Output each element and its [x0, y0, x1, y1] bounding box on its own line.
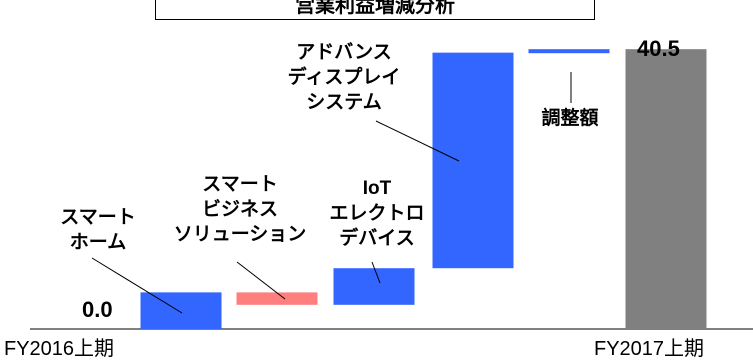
- bar-step-3: [333, 268, 415, 305]
- category-label-line: ソリューション: [173, 224, 307, 245]
- bar-step-6: [625, 49, 707, 329]
- category-label-line: エレクトロ: [329, 203, 425, 224]
- bar-step-4: [432, 52, 514, 269]
- leader-line-step-3: [371, 261, 381, 284]
- category-label-line: IoT: [362, 178, 392, 199]
- leader-line-step-4: [375, 120, 460, 162]
- chart-title: 営業利益増減分析: [155, 0, 595, 20]
- category-label-step-4: アドバンスディスプレイ システム: [274, 40, 414, 115]
- end-value-label: 40.5: [637, 36, 680, 61]
- category-label-line: 調整額: [541, 108, 599, 129]
- bar-step-5: [528, 49, 610, 54]
- category-label-step-2: スマートビジネスソリューション: [165, 172, 315, 247]
- category-label-line: ディスプレイ: [287, 67, 401, 88]
- x-label-start: FY2016上期: [4, 338, 115, 360]
- category-label-step-5: 調整額: [515, 106, 625, 131]
- bar-step-2: [236, 292, 318, 305]
- bar-step-1: [140, 292, 222, 329]
- category-label-step-3: IoT エレクトロデバイス: [322, 176, 432, 251]
- category-label-line: アドバンス: [296, 42, 392, 63]
- category-label-line: システム: [306, 92, 382, 113]
- category-label-line: ビジネス: [201, 199, 278, 220]
- category-label-line: デバイス: [339, 228, 415, 249]
- category-label-line: スマート: [202, 174, 278, 195]
- leader-line-step-1: [91, 257, 183, 314]
- category-label-line: ホーム: [69, 232, 127, 253]
- category-label-line: スマート: [60, 207, 136, 228]
- x-label-end: FY2017上期: [594, 338, 705, 360]
- start-value-label: 0.0: [82, 297, 113, 322]
- category-label-step-1: スマート ホーム: [48, 205, 148, 255]
- leader-line-step-2: [236, 261, 286, 300]
